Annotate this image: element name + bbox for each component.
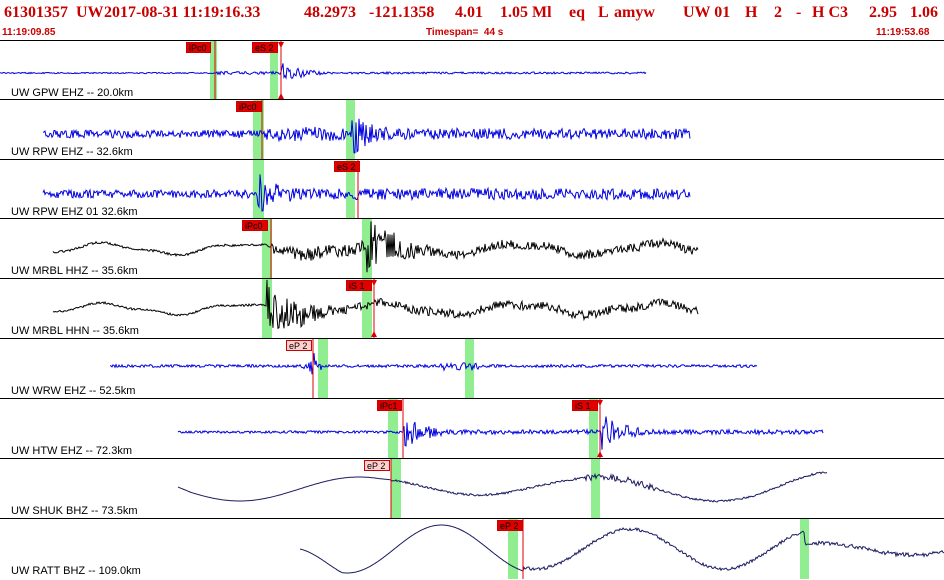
waveform-canvas [52,279,699,339]
pick-window [591,459,600,519]
pick-window [362,219,372,279]
event-network: UW [76,4,104,21]
pick-window [262,279,272,339]
channel-panel[interactable]: iPc0 UW RPW EHZ -- 32.6km [0,99,944,160]
event-magnitude: 1.05 Ml [500,4,552,21]
channel-label: UW RPW EHZ 01 32.6km [11,206,138,218]
pick-arrow-icon [371,331,377,337]
event-gtype: L [598,4,609,21]
channel-label: UW GPW EHZ -- 20.0km [11,87,134,99]
pick-tag[interactable]: eS 2 [252,42,278,53]
channel-label: UW MRBL HHZ -- 35.6km [11,265,138,277]
waveform-trace [52,221,699,273]
pick-tag[interactable]: eP 2 [497,520,523,531]
waveform-trace [42,118,691,154]
waveform-canvas [42,160,691,220]
event-header: 61301357 UW 2017-08-31 11:19:16.33 48.29… [0,0,944,40]
event-rms: 2.95 [869,4,897,21]
event-num: 2 [774,4,782,21]
pick-window [346,160,355,220]
event-err: 1.06 [910,4,938,21]
waveform-trace [42,174,691,212]
event-depth: 4.01 [455,4,483,21]
channel-panel[interactable]: iPc0 UW MRBL HHZ -- 35.6km [0,218,944,279]
event-dash: - [796,4,802,21]
channel-panel[interactable]: eS 2 UW RPW EHZ 01 32.6km [0,159,944,220]
pick-tag[interactable]: iS 1 [346,280,372,291]
pick-tag[interactable]: eP 2 [364,460,390,471]
timespan: Timespan= 44 s [426,27,504,38]
waveform-trace [109,353,758,375]
pick-arrow-icon [597,400,603,406]
channel-label: UW SHUK BHZ -- 73.5km [11,505,138,517]
channel-label: UW WRW EHZ -- 52.5km [11,385,136,397]
waveform-trace [0,63,647,80]
channel-label: UW MRBL HHN -- 35.6km [11,325,139,337]
channel-label: UW HTW EHZ -- 72.3km [11,445,132,457]
end-time: 11:19:53.68 [876,27,930,38]
pick-window [262,219,272,279]
pick-arrow-icon [371,280,377,286]
pick-window [465,339,474,399]
channel-panel[interactable]: iPc0 eS 2 UW GPW EHZ -- 20.0km [0,40,944,101]
waveform-canvas [52,219,699,279]
pick-window [253,160,264,220]
start-time: 11:19:09.85 [2,27,56,38]
pick-arrow-icon [278,93,284,99]
event-longitude: -121.1358 [369,4,435,21]
event-flag2: H C3 [812,4,848,21]
waveform-canvas [109,339,758,399]
event-type: eq [569,4,585,21]
pick-tag[interactable]: eP 2 [286,340,312,351]
channel-panel[interactable]: iS 1 UW MRBL HHN -- 35.6km [0,278,944,339]
event-id: 61301357 [4,4,68,21]
pick-window [391,459,401,519]
pick-window [388,399,398,459]
pick-window [508,519,518,579]
channel-panel[interactable]: eP 2 UW WRW EHZ -- 52.5km [0,338,944,399]
waveform-trace [299,524,944,574]
channel-panel[interactable]: iPc1 iS 1 UW HTW EHZ -- 72.3km [0,398,944,459]
channel-label: UW RPW EHZ -- 32.6km [11,146,133,158]
waveform-canvas [0,41,647,101]
channel-panel[interactable]: eP 2 UW RATT BHZ -- 109.0km [0,518,944,579]
event-author: amyw [614,4,655,21]
pick-tag[interactable]: iPc0 [236,101,262,112]
pick-window [346,100,355,160]
waveform-trace [52,279,699,330]
waveform-canvas [177,399,824,459]
event-datetime: 2017-08-31 11:19:16.33 [104,4,261,21]
pick-arrow-icon [597,451,603,457]
event-latitude: 48.2973 [304,4,356,21]
pick-arrow-icon [278,42,284,48]
pick-tag[interactable]: iPc0 [186,42,211,53]
waveform-trace [177,471,828,503]
channel-label: UW RATT BHZ -- 109.0km [11,565,141,577]
pick-tag[interactable]: eS 2 [334,161,360,172]
channel-panel[interactable]: eP 2 UW SHUK BHZ -- 73.5km [0,458,944,519]
pick-window [270,41,278,101]
pick-window [253,100,264,160]
pick-tag[interactable]: iPc0 [242,220,268,231]
pick-window [210,41,217,101]
waveform-canvas [299,519,944,579]
seismogram-panels[interactable]: iPc0 eS 2 UW GPW EHZ -- 20.0km iPc0 UW RPW E… [0,40,944,580]
pick-window [589,399,598,459]
waveform-trace [177,416,824,450]
pick-window [318,339,328,399]
waveform-canvas [42,100,691,160]
pick-tag[interactable]: iPc1 [377,400,402,411]
pick-window [800,519,809,579]
event-flag1: H [745,4,758,21]
waveform-canvas [177,459,828,519]
pick-tag[interactable]: iS 1 [572,400,598,411]
event-source: UW 01 [683,4,731,21]
